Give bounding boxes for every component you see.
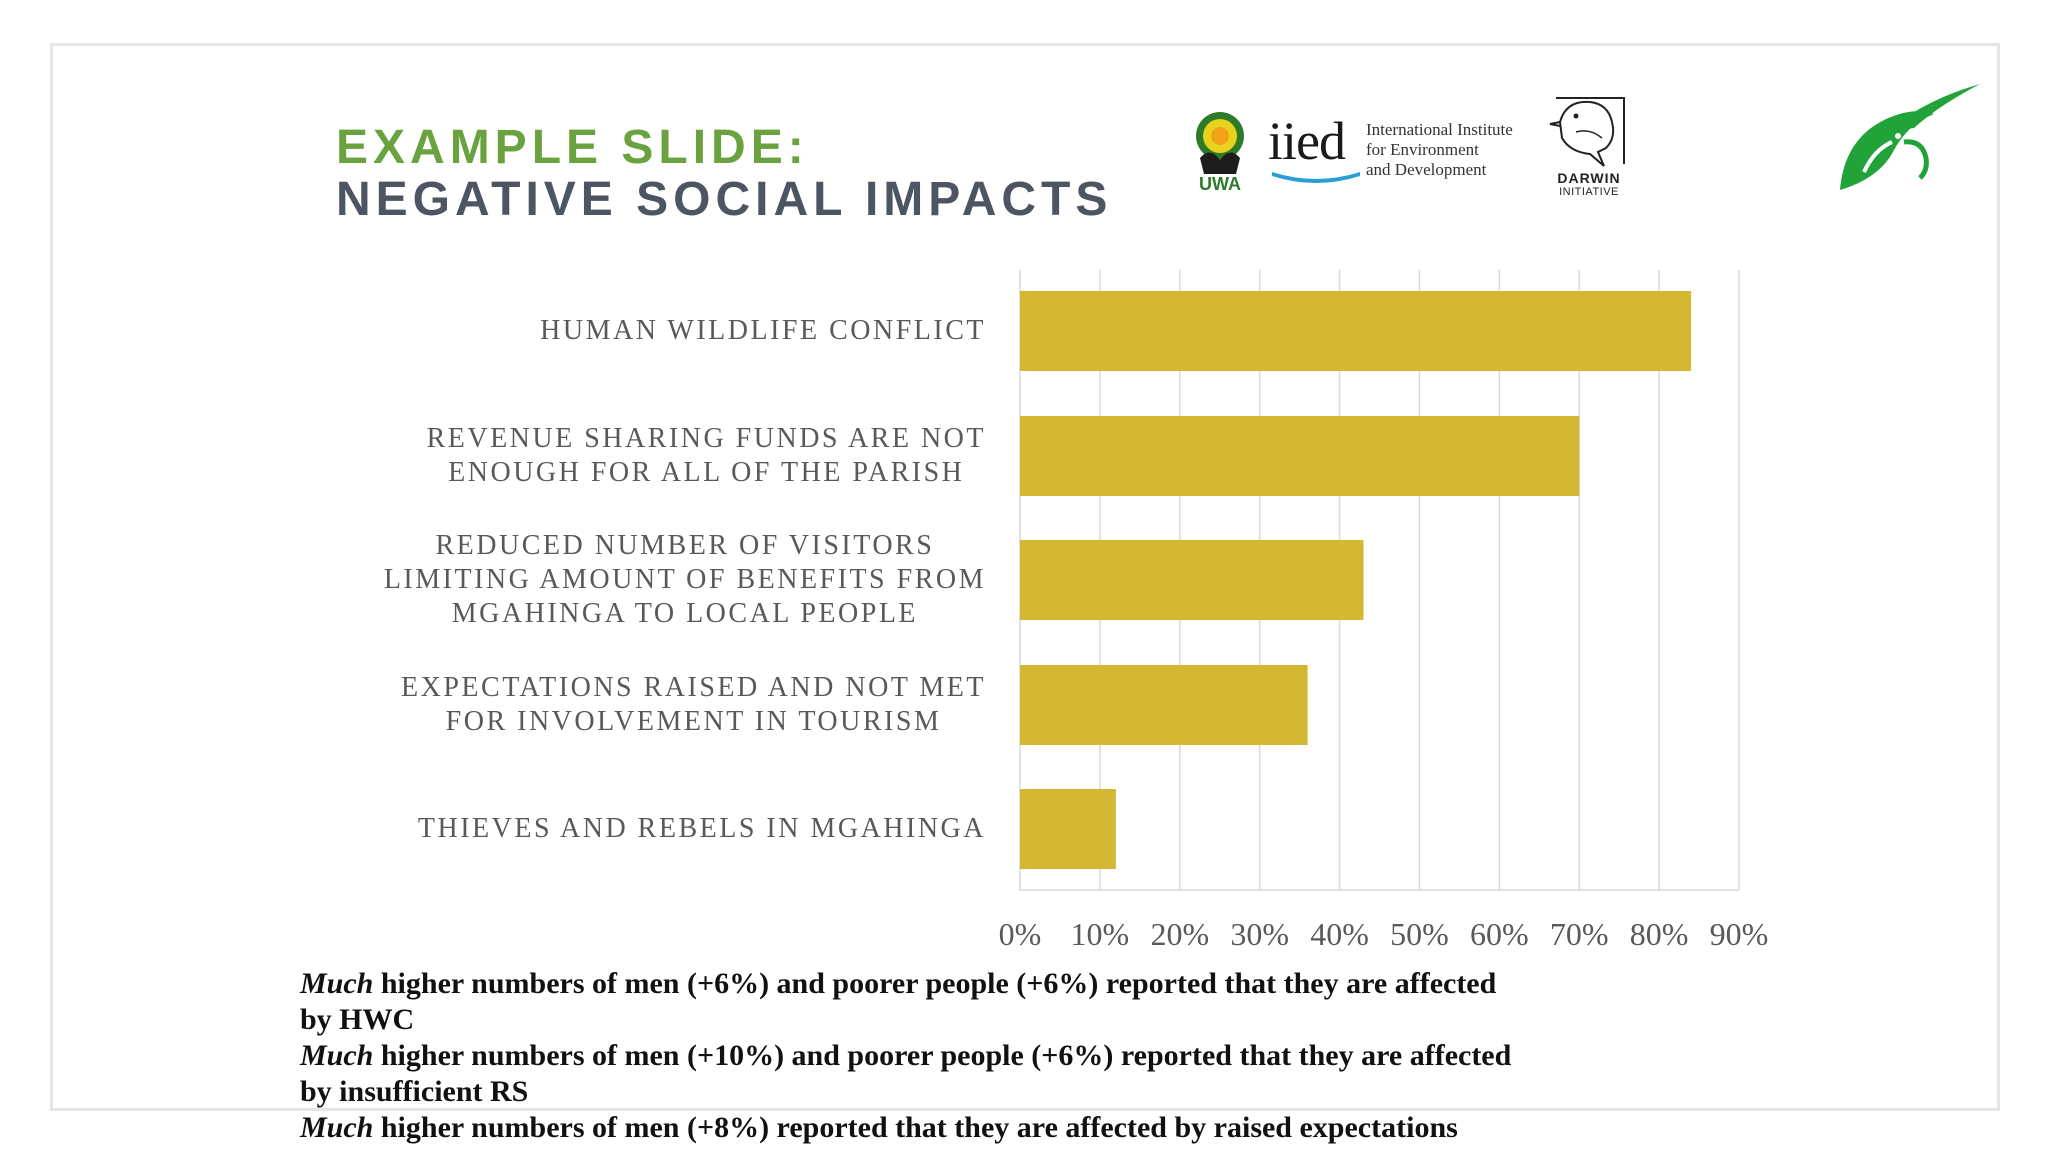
bar (1020, 416, 1580, 496)
iied-logo: iied International Institute for Environ… (1268, 110, 1538, 190)
slide-title-line2: NEGATIVE SOCIAL IMPACTS (336, 173, 1113, 226)
category-label-line: FOR INVOLVEMENT IN TOURISM (445, 706, 942, 737)
x-tick-label: 30% (1230, 916, 1289, 952)
category-label-line: REVENUE SHARING FUNDS ARE NOT (426, 423, 986, 454)
note-line: Much higher numbers of men (+8%) reporte… (300, 1110, 1458, 1146)
note-text: higher numbers of men (+6%) and poorer p… (373, 967, 1497, 1000)
note-text: higher numbers of men (+8%) reported tha… (373, 1111, 1458, 1144)
x-tick-label: 20% (1150, 916, 1209, 952)
bar (1020, 291, 1692, 371)
category-label: REDUCED NUMBER OF VISITORS LIMITING AMOUN… (384, 529, 986, 631)
bar (1020, 789, 1116, 869)
uwa-emblem-icon (1196, 112, 1244, 174)
x-tick-label: 40% (1310, 916, 1369, 952)
x-tick-label: 90% (1710, 916, 1769, 952)
category-label-line: LIMITING AMOUNT OF BENEFITS FROM (383, 564, 986, 595)
uwa-logo: UWA (1190, 108, 1250, 198)
note-text: by insufficient RS (300, 1075, 529, 1108)
note-line: by insufficient RS (300, 1074, 528, 1110)
x-tick-label: 0% (999, 916, 1042, 952)
x-tick-label: 10% (1071, 916, 1130, 952)
darwin-logo: DARWIN INITIATIVE (1546, 92, 1632, 200)
category-label: THIEVES AND REBELS IN MGAHINGA (418, 812, 986, 846)
category-label-line: REDUCED NUMBER OF VISITORS (435, 530, 935, 561)
darwin-logo-line2: INITIATIVE (1559, 186, 1619, 198)
category-label-line: THIEVES AND REBELS IN MGAHINGA (417, 813, 986, 844)
iied-logo-line: and Development (1366, 160, 1487, 179)
iied-logo-line: for Environment (1366, 140, 1479, 159)
note-text: by HWC (300, 1003, 415, 1036)
darwin-bird-icon (1549, 97, 1625, 167)
slide-frame (50, 43, 2000, 1111)
note-emphasis: Much (300, 1039, 374, 1072)
note-emphasis: Much (300, 1111, 374, 1144)
iied-logo-line: International Institute (1366, 120, 1513, 139)
slide-title-line1: EXAMPLE SLIDE: (336, 121, 809, 174)
note-line: Much higher numbers of men (+6%) and poo… (300, 966, 1496, 1002)
iied-wave-icon (1272, 172, 1360, 183)
bar (1020, 540, 1364, 620)
x-tick-label: 50% (1390, 916, 1449, 952)
category-label: HUMAN WILDLIFE CONFLICT (540, 314, 986, 348)
category-label: REVENUE SHARING FUNDS ARE NOT ENOUGH FOR … (427, 422, 986, 490)
note-emphasis: Much (300, 967, 374, 1000)
darwin-logo-line1: DARWIN (1557, 170, 1621, 186)
category-label-line: ENOUGH FOR ALL OF THE PARISH (448, 457, 965, 488)
iied-logo-word: iied (1268, 111, 1346, 171)
bar (1020, 665, 1308, 745)
note-text: higher numbers of men (+10%) and poorer … (373, 1039, 1512, 1072)
category-label-line: EXPECTATIONS RAISED AND NOT MET (401, 672, 986, 703)
note-line: by HWC (300, 1002, 414, 1038)
green-leaf-bird-icon (1840, 84, 1980, 190)
x-tick-label: 60% (1470, 916, 1529, 952)
x-tick-label: 70% (1550, 916, 1609, 952)
category-label: EXPECTATIONS RAISED AND NOT MET FOR INVOL… (401, 671, 986, 739)
x-tick-label: 80% (1630, 916, 1689, 952)
uwa-logo-text: UWA (1199, 174, 1241, 194)
note-line: Much higher numbers of men (+10%) and po… (300, 1038, 1511, 1074)
category-label-line: HUMAN WILDLIFE CONFLICT (540, 315, 986, 346)
bar-chart: 0% 10% 20% 30% 40% 50% 60% 70% 80% 90% (999, 270, 1769, 952)
category-label-line: MGAHINGA TO LOCAL PEOPLE (451, 598, 919, 629)
leaf-logo (1834, 80, 1984, 200)
